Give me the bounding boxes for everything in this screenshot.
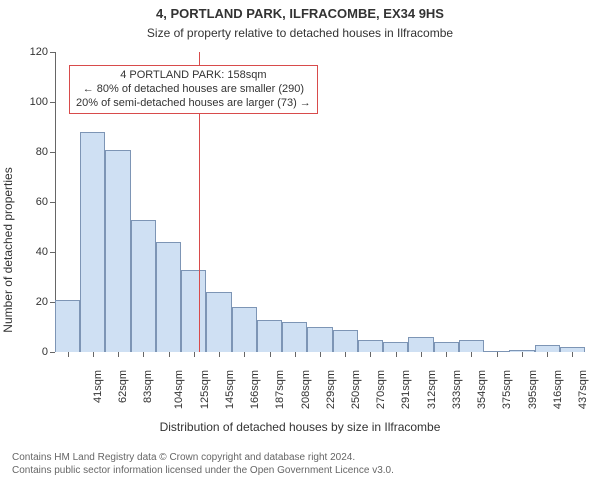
x-tick (295, 352, 296, 357)
x-tick-label: 312sqm (426, 370, 438, 409)
x-tick (118, 352, 119, 357)
x-tick-label: 187sqm (274, 370, 286, 409)
x-tick-label: 354sqm (476, 370, 488, 409)
y-tick (50, 102, 55, 103)
histogram-bar (282, 322, 307, 352)
x-tick-label: 62sqm (117, 370, 129, 403)
x-tick (572, 352, 573, 357)
x-tick-label: 416sqm (552, 370, 564, 409)
x-tick-label: 41sqm (92, 370, 104, 403)
footer-line-2: Contains public sector information licen… (12, 465, 394, 478)
x-tick (497, 352, 498, 357)
y-tick-label: 0 (23, 346, 48, 358)
x-tick (547, 352, 548, 357)
x-tick-label: 229sqm (325, 370, 337, 409)
y-tick-label: 60 (23, 196, 48, 208)
y-tick (50, 202, 55, 203)
y-tick (50, 252, 55, 253)
x-tick-label: 437sqm (577, 370, 589, 409)
x-tick (194, 352, 195, 357)
x-tick-label: 270sqm (375, 370, 387, 409)
x-tick (345, 352, 346, 357)
annotation-line: ← 80% of detached houses are smaller (29… (76, 83, 311, 97)
histogram-bar (206, 292, 231, 352)
x-tick-label: 333sqm (451, 370, 463, 409)
histogram-bar (55, 300, 80, 353)
x-tick (143, 352, 144, 357)
x-tick-label: 145sqm (224, 370, 236, 409)
histogram-bar (358, 340, 383, 353)
chart-container: 4, PORTLAND PARK, ILFRACOMBE, EX34 9HS S… (0, 0, 600, 500)
x-tick (522, 352, 523, 357)
y-tick-label: 40 (23, 246, 48, 258)
y-tick-label: 100 (23, 96, 48, 108)
x-tick (244, 352, 245, 357)
x-tick-label: 83sqm (142, 370, 154, 403)
x-tick-label: 250sqm (350, 370, 362, 409)
annotation-line: 4 PORTLAND PARK: 158sqm (76, 69, 311, 83)
annotation-box: 4 PORTLAND PARK: 158sqm← 80% of detached… (69, 65, 318, 114)
x-axis-label: Distribution of detached houses by size … (0, 420, 600, 434)
histogram-bar (105, 150, 130, 353)
histogram-bar (307, 327, 332, 352)
x-tick (68, 352, 69, 357)
x-tick (396, 352, 397, 357)
y-tick (50, 152, 55, 153)
y-axis-label: Number of detached properties (1, 167, 15, 332)
histogram-bar (181, 270, 206, 353)
x-tick-label: 125sqm (199, 370, 211, 409)
footer-line-1: Contains HM Land Registry data © Crown c… (12, 452, 394, 465)
x-tick-label: 208sqm (300, 370, 312, 409)
y-tick (50, 52, 55, 53)
histogram-bar (535, 345, 560, 353)
y-tick-label: 20 (23, 296, 48, 308)
x-tick (370, 352, 371, 357)
x-tick-label: 104sqm (173, 370, 185, 409)
histogram-bar (434, 342, 459, 352)
x-tick (421, 352, 422, 357)
x-tick-label: 395sqm (527, 370, 539, 409)
x-tick (169, 352, 170, 357)
y-tick (50, 352, 55, 353)
histogram-bar (131, 220, 156, 353)
histogram-bar (232, 307, 257, 352)
x-tick (320, 352, 321, 357)
histogram-bar (408, 337, 433, 352)
histogram-bar (80, 132, 105, 352)
x-tick (93, 352, 94, 357)
y-tick-label: 120 (23, 46, 48, 58)
y-tick-label: 80 (23, 146, 48, 158)
x-tick (270, 352, 271, 357)
x-tick-label: 375sqm (502, 370, 514, 409)
histogram-bar (333, 330, 358, 353)
chart-subtitle: Size of property relative to detached ho… (0, 26, 600, 40)
histogram-bar (383, 342, 408, 352)
chart-title: 4, PORTLAND PARK, ILFRACOMBE, EX34 9HS (0, 6, 600, 21)
histogram-bar (459, 340, 484, 353)
x-tick (219, 352, 220, 357)
histogram-bar (257, 320, 282, 353)
x-tick (446, 352, 447, 357)
annotation-line: 20% of semi-detached houses are larger (… (76, 97, 311, 111)
footer-attribution: Contains HM Land Registry data © Crown c… (12, 452, 394, 477)
x-tick-label: 166sqm (249, 370, 261, 409)
x-tick (471, 352, 472, 357)
x-tick-label: 291sqm (401, 370, 413, 409)
histogram-bar (156, 242, 181, 352)
